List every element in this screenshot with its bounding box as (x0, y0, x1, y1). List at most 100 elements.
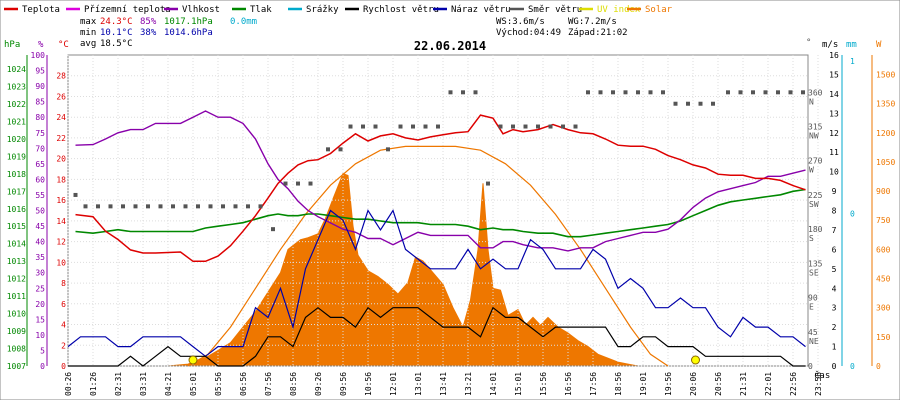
press-axis-tick: 1010 (7, 310, 26, 319)
chart-title: 22.06.2014 (414, 39, 486, 53)
x-tick-label: 20:56 (714, 372, 723, 396)
wind-axis-tick: 0 (832, 362, 837, 371)
wind-dir-point (108, 204, 113, 209)
legend-label: Směr větru (528, 5, 582, 15)
hum-axis-tick: 75 (35, 129, 45, 138)
hum-axis-tick: 20 (35, 300, 45, 309)
solar-axis-tick: 0 (876, 362, 881, 371)
press-axis-tick: 1023 (7, 82, 26, 91)
legend-label: Rychlost větru (363, 5, 439, 15)
wind-axis-tick: 15 (829, 70, 839, 79)
stat-wg: WG:7.2m/s (568, 17, 617, 27)
press-axis-tick: 1007 (7, 362, 26, 371)
wind-dir-point (338, 147, 343, 152)
hum-axis-tick: 85 (35, 98, 45, 107)
wind-dir-point (296, 181, 300, 186)
wind-axis-tick: 9 (832, 187, 837, 196)
solar-axis-tick: 300 (876, 304, 891, 313)
temp-axis-tick: 20 (56, 155, 66, 164)
wind-axis-tick: 14 (829, 90, 839, 99)
hum-axis-tick: 40 (35, 238, 45, 247)
wind-dir-point (221, 204, 225, 209)
humidity-line (75, 110, 806, 252)
x-tick-label: 15:56 (539, 372, 548, 396)
wind-unit: m/s (822, 40, 838, 50)
temp-axis-tick: 18 (56, 175, 66, 184)
x-tick-label: 21:31 (739, 372, 748, 396)
dir-axis-compass: NW (809, 132, 819, 141)
hum-axis-tick: 15 (35, 315, 45, 324)
press-unit: hPa (4, 40, 20, 50)
stat-min-hum: 38% (140, 28, 157, 38)
solar-axis-tick: 1200 (876, 129, 895, 138)
x-tick-label: 19:01 (639, 372, 648, 396)
gust-line (67, 209, 806, 358)
press-axis-tick: 1014 (7, 240, 26, 249)
solar-unit: W (876, 40, 882, 50)
dir-axis-compass: NE (809, 337, 819, 346)
temp-unit: °C (58, 40, 69, 50)
x-tick-label: 18:56 (614, 372, 623, 396)
x-tick-label: 01:26 (89, 372, 98, 396)
press-axis-tick: 1020 (7, 135, 26, 144)
wind-dir-point (448, 90, 453, 95)
hum-axis-tick: 100 (31, 51, 46, 60)
wind-dir-point (361, 124, 365, 129)
wind-dir-point (698, 101, 703, 106)
solar-axis-tick: 450 (876, 275, 891, 284)
temp-axis-tick: 4 (61, 321, 66, 330)
x-tick-label: 06:56 (239, 372, 248, 396)
dir-axis-compass: E (809, 303, 814, 312)
wind-dir-point (146, 204, 150, 209)
wind-dir-point (573, 124, 578, 129)
wind-dir-point (233, 204, 238, 209)
wind-axis-tick: 4 (832, 284, 837, 293)
x-tick-label: 12:01 (389, 372, 398, 396)
rain-axis-tick: 0 (850, 210, 855, 219)
x-tick-label: 20:06 (689, 372, 698, 396)
solar-axis-tick: 1500 (876, 70, 895, 79)
legend-label: Vlhkost (182, 5, 220, 15)
wind-dir-point (486, 181, 490, 186)
x-tick-label: 19:56 (664, 372, 673, 396)
hum-axis-tick: 30 (35, 269, 45, 278)
wind-axis-tick: 12 (829, 129, 839, 138)
x-tick-label: 08:56 (289, 372, 298, 396)
stat-sunrise: Východ:04:49 (496, 28, 561, 38)
solar-axis-tick: 600 (876, 245, 891, 254)
x-tick-label: 09:26 (314, 372, 323, 396)
x-tick-label: 05:01 (189, 372, 198, 396)
wind-axis-tick: 8 (832, 207, 837, 216)
temp-axis-tick: 2 (61, 341, 66, 350)
solar-axis-tick: 150 (876, 333, 891, 342)
dir-axis-compass: SW (809, 200, 819, 209)
stat-max-temp: 24.3°C (100, 17, 133, 27)
wind-dir-point (751, 90, 755, 95)
wind-dir-point (726, 90, 730, 95)
press-axis-tick: 1011 (7, 292, 26, 301)
x-tick-label: 13:21 (464, 372, 473, 396)
x-tick-label: 04:21 (164, 372, 173, 396)
hum-axis-tick: 95 (35, 67, 45, 76)
temp-axis-tick: 16 (56, 196, 66, 205)
axis-units: hPa % °C ° m/s mm W (4, 38, 882, 50)
wind-dir-point (423, 124, 428, 129)
x-tick-label: 13:01 (414, 372, 423, 396)
wind-dir-point (686, 101, 690, 106)
stat-min-label: min (80, 28, 96, 38)
press-axis-tick: 1008 (7, 345, 26, 354)
wind-axis-tick: 16 (829, 51, 839, 60)
press-axis-tick: 1022 (7, 100, 26, 109)
x-tick-label: 22:01 (764, 372, 773, 396)
x-tick-label: 02:31 (114, 372, 123, 396)
stat-avg-label: avg (80, 39, 96, 49)
rain-axis-tick: 1 (850, 57, 855, 66)
wind-axis-tick: 1 (832, 343, 837, 352)
wind-axis-tick: 5 (832, 265, 837, 274)
rain-axis-tick: 0 (850, 362, 855, 371)
press-axis-tick: 1012 (7, 275, 26, 284)
legend-label: Solar (645, 5, 673, 15)
wind-axis-tick: 13 (829, 109, 839, 118)
wind-dir-point (636, 90, 640, 95)
